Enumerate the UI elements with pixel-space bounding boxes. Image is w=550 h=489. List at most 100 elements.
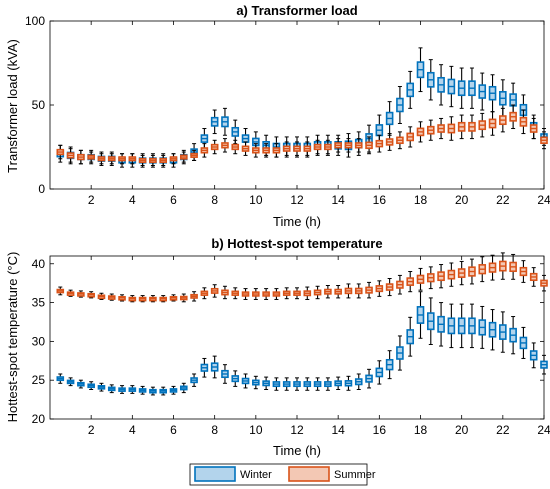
x-tick-label: 10 <box>249 423 263 437</box>
y-tick-label: 0 <box>38 182 45 196</box>
box-summer <box>468 258 476 285</box>
box-summer <box>396 274 404 295</box>
box-summer <box>488 254 497 281</box>
box-winter <box>354 373 363 391</box>
x-tick-label: 22 <box>496 193 510 207</box>
x-tick-label: 22 <box>496 423 510 437</box>
y-tick-label: 40 <box>32 257 46 271</box>
box-summer <box>149 154 157 166</box>
box-summer <box>97 153 106 165</box>
box-summer <box>293 287 301 300</box>
box-summer <box>56 144 65 160</box>
legend: Winter Summer <box>189 463 376 486</box>
box-summer <box>303 141 312 156</box>
box-summer <box>262 143 270 158</box>
box-winter <box>56 373 65 384</box>
box-summer <box>303 286 312 300</box>
box-summer <box>354 138 363 153</box>
panel-a-title: a) Transformer load <box>236 3 357 18</box>
box-winter <box>540 354 548 375</box>
box-winter <box>138 385 147 395</box>
box-winter <box>200 357 209 378</box>
box-summer <box>437 117 445 140</box>
box-summer <box>159 154 168 166</box>
box-summer <box>354 283 363 299</box>
box-winter <box>77 379 85 389</box>
box-winter <box>344 375 353 391</box>
x-tick-label: 6 <box>170 423 177 437</box>
box-summer <box>87 151 95 163</box>
box-summer <box>138 295 147 303</box>
panel-a-plot <box>56 47 548 168</box>
box-winter <box>478 72 487 111</box>
x-tick-label: 10 <box>249 193 263 207</box>
panel-a-xlabel: Time (h) <box>273 214 321 229</box>
box-summer <box>231 139 240 155</box>
box-summer <box>221 285 229 300</box>
box-summer <box>107 153 116 165</box>
x-tick-label: 24 <box>537 423 550 437</box>
x-tick-label: 12 <box>290 423 304 437</box>
box-summer <box>529 267 538 287</box>
box-winter <box>149 386 157 396</box>
box-summer <box>231 287 240 300</box>
box-summer <box>252 143 260 158</box>
box-summer <box>324 284 332 299</box>
box-winter <box>159 386 168 396</box>
box-summer <box>447 262 456 287</box>
box-winter <box>509 316 517 355</box>
panel-b: b) Hottest-spot temperature 2 4 6 8 10 12 14 16… <box>5 236 550 458</box>
box-summer <box>344 138 353 153</box>
panel-a: a) Transformer load 2 4 6 8 10 12 14 16 18 20 22 24… <box>5 3 550 229</box>
box-summer <box>509 104 517 130</box>
y-tick-label: 35 <box>32 296 46 310</box>
x-tick-label: 8 <box>211 193 218 207</box>
y-tick-label: 25 <box>32 373 46 387</box>
box-summer <box>385 133 394 151</box>
box-winter <box>375 360 384 385</box>
box-summer <box>540 131 548 150</box>
box-winter <box>169 385 178 395</box>
box-winter <box>231 370 240 387</box>
box-summer <box>87 291 95 299</box>
x-tick-label: 18 <box>414 193 428 207</box>
panel-a-axes <box>49 20 545 190</box>
box-winter <box>118 385 126 394</box>
box-summer <box>128 295 137 303</box>
box-summer <box>365 281 373 299</box>
box-winter <box>457 303 466 349</box>
box-summer <box>282 287 291 300</box>
box-winter <box>190 373 198 387</box>
box-winter <box>221 364 229 384</box>
box-winter <box>324 377 332 391</box>
box-summer <box>406 271 415 293</box>
x-tick-label: 16 <box>373 193 387 207</box>
box-winter <box>437 64 445 106</box>
box-winter <box>416 47 425 93</box>
box-summer <box>426 119 435 141</box>
box-winter <box>179 382 188 394</box>
box-summer <box>293 141 301 156</box>
box-summer <box>375 134 384 153</box>
box-winter <box>406 316 415 357</box>
box-winter <box>385 350 394 380</box>
box-winter <box>107 384 116 394</box>
box-winter <box>282 377 291 391</box>
box-winter <box>87 381 95 391</box>
box-winter <box>272 377 281 391</box>
box-winter <box>447 65 456 108</box>
box-winter <box>293 377 301 391</box>
box-summer <box>334 138 342 153</box>
box-winter <box>365 368 373 389</box>
box-winter <box>66 377 75 387</box>
x-tick-label: 12 <box>290 193 304 207</box>
box-winter <box>221 107 229 136</box>
box-summer <box>77 290 85 298</box>
box-summer <box>324 139 332 155</box>
box-winter <box>468 303 476 349</box>
box-summer <box>416 121 425 143</box>
box-summer <box>519 109 528 135</box>
box-summer <box>313 285 322 300</box>
